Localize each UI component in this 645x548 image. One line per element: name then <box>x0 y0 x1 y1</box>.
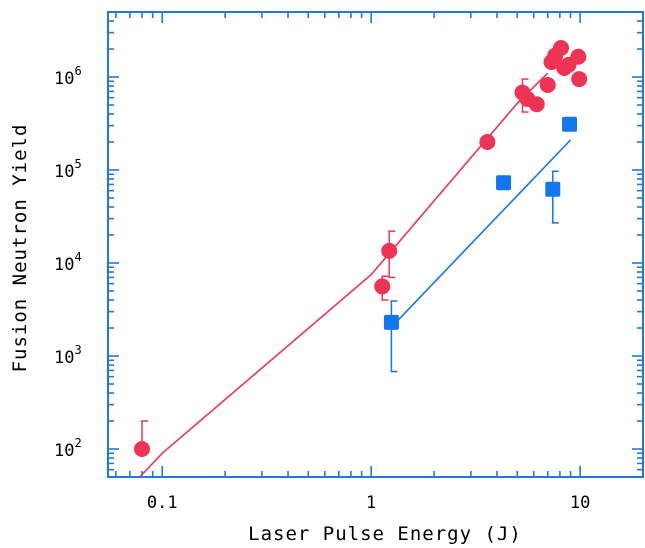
y-tick-label: 105 <box>54 157 82 182</box>
y-tick-label: 102 <box>54 436 82 461</box>
y-tick-label: 104 <box>54 250 82 275</box>
x-axis-ticks: 0.1 1 10 <box>115 12 644 513</box>
data-point-square <box>545 181 561 197</box>
x-tick-label: 10 <box>570 493 590 513</box>
data-point-circle <box>570 48 587 65</box>
error-bars <box>140 78 559 450</box>
fit-line-series-1 <box>139 72 549 478</box>
data-point-square <box>562 116 578 132</box>
data-point-square <box>383 314 399 330</box>
y-axis-ticks: 102 103 104 105 106 <box>54 11 643 478</box>
x-tick-label: 0.1 <box>147 493 178 513</box>
data-point-circle <box>133 441 150 458</box>
data-point-circle <box>539 77 556 94</box>
plot-border <box>107 11 644 478</box>
data-point-circle <box>528 96 545 113</box>
data-point-circle <box>571 71 588 88</box>
data-point-circle <box>552 40 569 57</box>
fit-lines <box>139 72 572 478</box>
data-markers <box>133 40 588 458</box>
fit-line-series-2 <box>397 139 572 321</box>
data-point-circle <box>381 242 398 259</box>
x-axis-label: Laser Pulse Energy (J) <box>248 523 522 545</box>
plot-frame <box>107 11 644 478</box>
x-tick-label: 1 <box>366 493 376 513</box>
y-tick-label: 103 <box>54 343 82 368</box>
data-point-circle <box>374 278 391 295</box>
data-point-square <box>496 175 512 191</box>
y-axis-label: Fusion Neutron Yield <box>9 124 31 373</box>
y-tick-label: 106 <box>54 64 82 89</box>
data-point-circle <box>479 134 496 151</box>
